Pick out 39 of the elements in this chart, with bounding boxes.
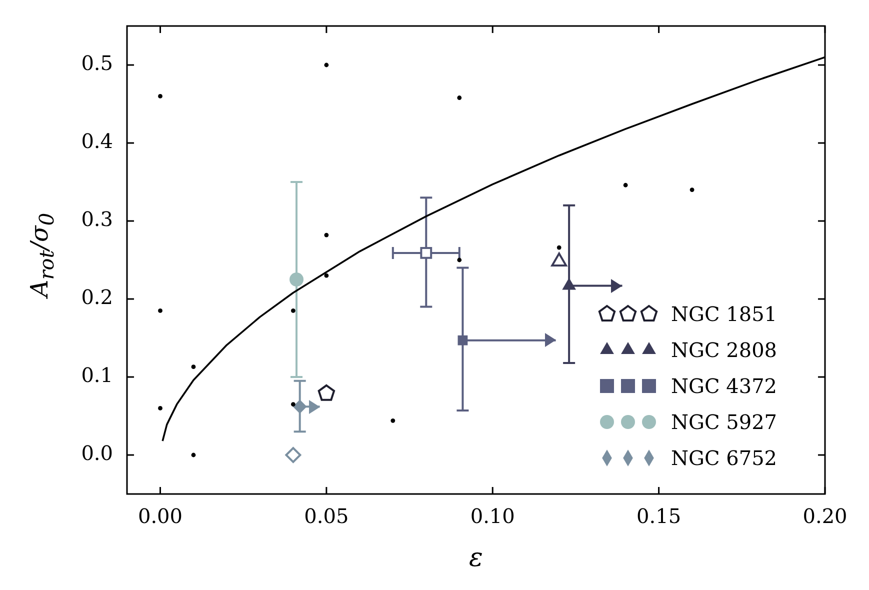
y-tick-label: 0.2 [81, 285, 113, 310]
legend-label: NGC 1851 [671, 302, 778, 326]
point [324, 62, 329, 68]
point [324, 232, 329, 238]
x-tick-label: 0.15 [636, 504, 682, 528]
y-tick-label: 0.3 [81, 207, 113, 232]
point [290, 308, 296, 313]
point [191, 364, 196, 370]
x-tick-label: 0.05 [304, 504, 349, 528]
point [623, 182, 628, 188]
point [158, 406, 162, 410]
point [191, 452, 196, 458]
point [420, 247, 432, 259]
point [158, 308, 162, 313]
x-tick-label: 0.20 [802, 504, 848, 528]
y-tick-label: 0.5 [81, 51, 113, 76]
point [457, 96, 462, 100]
y-tick-label: 0.0 [81, 441, 113, 466]
y-tick-label: 0.4 [81, 129, 113, 154]
x-tick-label: 0.10 [470, 504, 515, 528]
point [556, 245, 562, 250]
x-tick-label: 0.00 [138, 504, 183, 528]
point [158, 94, 162, 98]
point [290, 272, 304, 286]
point [285, 447, 302, 463]
point [292, 400, 307, 414]
legend-label: NGC 6752 [671, 446, 778, 470]
point [324, 273, 329, 278]
point [318, 384, 336, 401]
point [457, 258, 462, 262]
legend-label: NGC 4372 [671, 374, 778, 398]
legend-label: NGC 5927 [671, 410, 778, 434]
legend-label: NGC 2808 [671, 338, 778, 362]
point [290, 402, 296, 406]
point [458, 335, 468, 346]
point [390, 418, 396, 423]
point [690, 188, 694, 192]
x-axis-title: ε [469, 543, 483, 573]
y-tick-label: 0.1 [81, 363, 113, 388]
